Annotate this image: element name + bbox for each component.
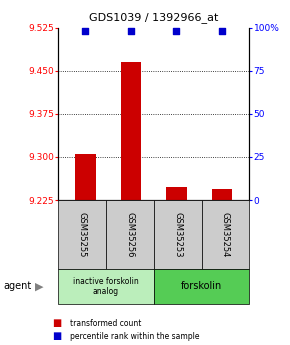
Bar	[75, 154, 96, 200]
Point	[128, 28, 133, 34]
Text: percentile rank within the sample: percentile rank within the sample	[70, 332, 199, 341]
Text: agent: agent	[3, 282, 31, 291]
Point	[83, 28, 88, 34]
Bar	[166, 187, 187, 200]
Text: ■: ■	[52, 318, 61, 328]
Bar	[121, 62, 141, 200]
Text: ▶: ▶	[35, 282, 44, 291]
Point	[174, 28, 179, 34]
Text: GDS1039 / 1392966_at: GDS1039 / 1392966_at	[89, 12, 218, 23]
Point	[220, 28, 224, 34]
Text: GSM35256: GSM35256	[125, 212, 134, 257]
Text: transformed count: transformed count	[70, 319, 141, 328]
Text: GSM35253: GSM35253	[173, 212, 182, 257]
Text: GSM35254: GSM35254	[221, 212, 230, 257]
Text: forskolin: forskolin	[181, 282, 222, 291]
Text: inactive forskolin
analog: inactive forskolin analog	[73, 277, 139, 296]
Text: ■: ■	[52, 332, 61, 341]
Bar	[212, 189, 232, 200]
Text: GSM35255: GSM35255	[77, 212, 86, 257]
